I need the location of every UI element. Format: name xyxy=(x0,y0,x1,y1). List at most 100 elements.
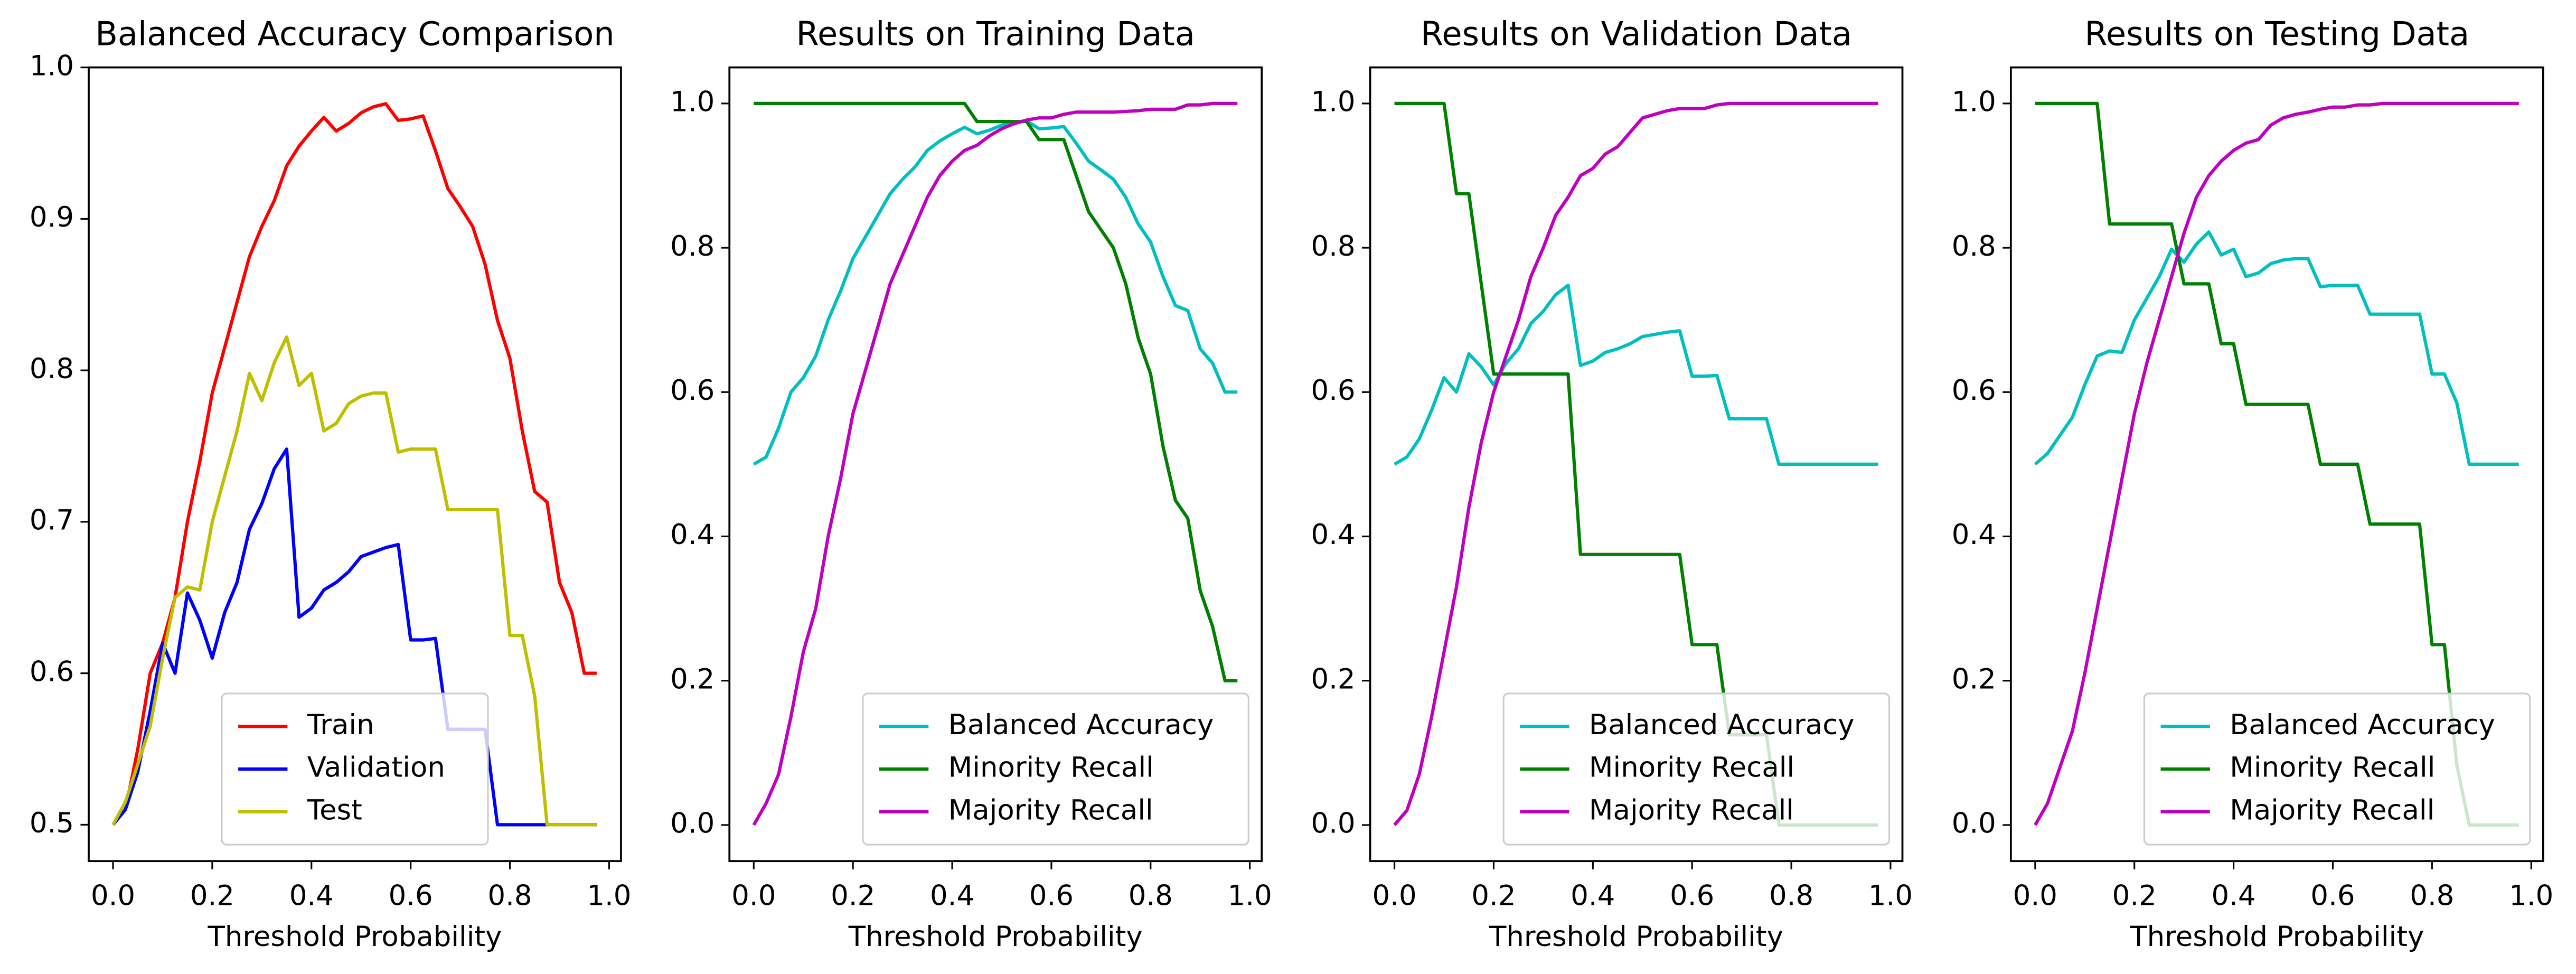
x-tick-label: 0.6 xyxy=(389,879,433,912)
y-tick-label: 0.0 xyxy=(670,808,714,840)
x-tick-label: 1.0 xyxy=(2509,879,2553,912)
subplot-title: Results on Training Data xyxy=(796,15,1195,53)
x-axis-label: Threshold Probability xyxy=(2129,921,2424,953)
legend-box xyxy=(2143,692,2531,846)
series-line xyxy=(2034,101,2519,826)
x-tick-label: 1.0 xyxy=(587,879,631,912)
y-tick-label: 0.6 xyxy=(1952,374,1996,407)
subplot-title: Results on Validation Data xyxy=(1421,15,1852,53)
series-line xyxy=(111,447,597,827)
y-tick-label: 0.4 xyxy=(1311,519,1355,551)
y-tick-label: 1.0 xyxy=(1311,86,1355,118)
x-axis-label: Threshold Probability xyxy=(1489,921,1783,953)
y-tick-label: 0.8 xyxy=(30,353,74,385)
axes-frame xyxy=(2009,66,2544,863)
series-line xyxy=(1394,284,1878,466)
x-tick-label: 0.8 xyxy=(2410,879,2454,912)
legend-label: Minority Recall xyxy=(2230,752,2435,784)
legend-label: Majority Recall xyxy=(948,794,1153,827)
x-tick-label: 0.0 xyxy=(2013,879,2057,912)
y-tick-label: 0.4 xyxy=(1952,519,1996,551)
subplot-title: Results on Testing Data xyxy=(2084,15,2469,53)
legend-label: Train xyxy=(307,709,374,741)
x-tick-label: 0.8 xyxy=(1769,879,1813,912)
legend: Balanced Accuracy Minority Recall Majority… xyxy=(862,692,1249,846)
legend-box xyxy=(1502,692,1891,846)
x-tick-label: 0.2 xyxy=(831,879,875,912)
subplot: Results on Validation Data Threshold Prob… xyxy=(1311,15,1913,953)
x-tick-label: 1.0 xyxy=(1868,879,1913,912)
x-tick-label: 0.2 xyxy=(1471,879,1516,912)
legend-label: Test xyxy=(307,794,362,827)
series-line xyxy=(111,335,597,827)
x-tick-label: 0.0 xyxy=(731,879,776,912)
axes-frame xyxy=(1369,66,1904,863)
y-tick-label: 0.8 xyxy=(1952,230,1996,263)
x-axis-label: Threshold Probability xyxy=(848,921,1143,953)
series-line xyxy=(752,101,1238,826)
x-axis-label: Threshold Probability xyxy=(208,921,502,953)
y-tick-label: 0.6 xyxy=(1311,374,1355,407)
x-tick-label: 0.4 xyxy=(1571,879,1615,912)
y-tick-label: 0.0 xyxy=(1952,808,1996,840)
series-line xyxy=(2035,101,2519,827)
x-tick-label: 0.6 xyxy=(2310,879,2355,912)
y-tick-label: 1.0 xyxy=(1952,86,1996,118)
y-tick-label: 0.2 xyxy=(1952,663,1996,695)
subplot: Results on Testing Data Threshold Probabi… xyxy=(1952,15,2554,953)
y-tick-label: 0.8 xyxy=(1311,230,1355,263)
x-tick-label: 0.8 xyxy=(487,879,532,912)
series-line xyxy=(754,101,1238,682)
series-line xyxy=(1393,101,1878,826)
plot-area xyxy=(111,102,597,827)
legend-label: Majority Recall xyxy=(2230,794,2434,827)
axes-frame xyxy=(88,66,622,863)
y-tick-label: 0.0 xyxy=(1311,808,1355,840)
y-tick-label: 0.7 xyxy=(30,504,74,537)
x-tick-label: 0.4 xyxy=(2212,879,2256,912)
plot-area xyxy=(2034,101,2519,827)
legend-label: Balanced Accuracy xyxy=(948,709,1214,741)
y-tick-label: 0.2 xyxy=(670,663,714,695)
x-tick-label: 0.2 xyxy=(190,879,234,912)
y-tick-label: 0.8 xyxy=(670,230,714,263)
y-tick-label: 0.5 xyxy=(30,807,74,839)
series-line xyxy=(753,119,1238,466)
y-tick-label: 1.0 xyxy=(670,86,714,118)
subplot: Results on Training Data Threshold Probab… xyxy=(670,15,1272,953)
legend-box xyxy=(862,692,1249,846)
legend-label: Validation xyxy=(307,752,445,784)
legend-box xyxy=(221,692,489,846)
series-line xyxy=(111,102,597,826)
x-tick-label: 0.8 xyxy=(1129,879,1173,912)
x-tick-label: 0.4 xyxy=(289,879,334,912)
plot-area xyxy=(752,101,1238,826)
x-tick-label: 0.0 xyxy=(91,879,135,912)
x-tick-label: 0.4 xyxy=(930,879,974,912)
y-tick-label: 0.4 xyxy=(670,519,714,551)
x-tick-label: 0.6 xyxy=(1029,879,1074,912)
y-tick-label: 0.9 xyxy=(30,201,74,233)
y-tick-label: 0.6 xyxy=(670,374,714,407)
x-tick-label: 0.2 xyxy=(2112,879,2157,912)
x-tick-label: 0.0 xyxy=(1372,879,1417,912)
legend-label: Balanced Accuracy xyxy=(1589,709,1855,741)
y-tick-label: 0.2 xyxy=(1311,663,1355,695)
y-tick-label: 1.0 xyxy=(30,50,74,82)
series-line xyxy=(2034,230,2519,466)
axes-frame xyxy=(728,66,1263,863)
legend-label: Minority Recall xyxy=(1589,752,1794,784)
legend-label: Minority Recall xyxy=(948,752,1154,784)
x-tick-label: 1.0 xyxy=(1228,879,1272,912)
legend: Balanced Accuracy Minority Recall Majority… xyxy=(1502,692,1891,846)
x-tick-label: 0.6 xyxy=(1670,879,1714,912)
legend: Balanced Accuracy Minority Recall Majority… xyxy=(2143,692,2531,846)
subplot: Balanced Accuracy Comparison Threshold Pr… xyxy=(30,15,632,953)
y-tick-label: 0.6 xyxy=(30,655,74,688)
legend-label: Majority Recall xyxy=(1589,794,1794,827)
subplot-title: Balanced Accuracy Comparison xyxy=(95,15,615,53)
legend: Train Validation Test xyxy=(221,692,489,846)
legend-label: Balanced Accuracy xyxy=(2230,709,2495,741)
